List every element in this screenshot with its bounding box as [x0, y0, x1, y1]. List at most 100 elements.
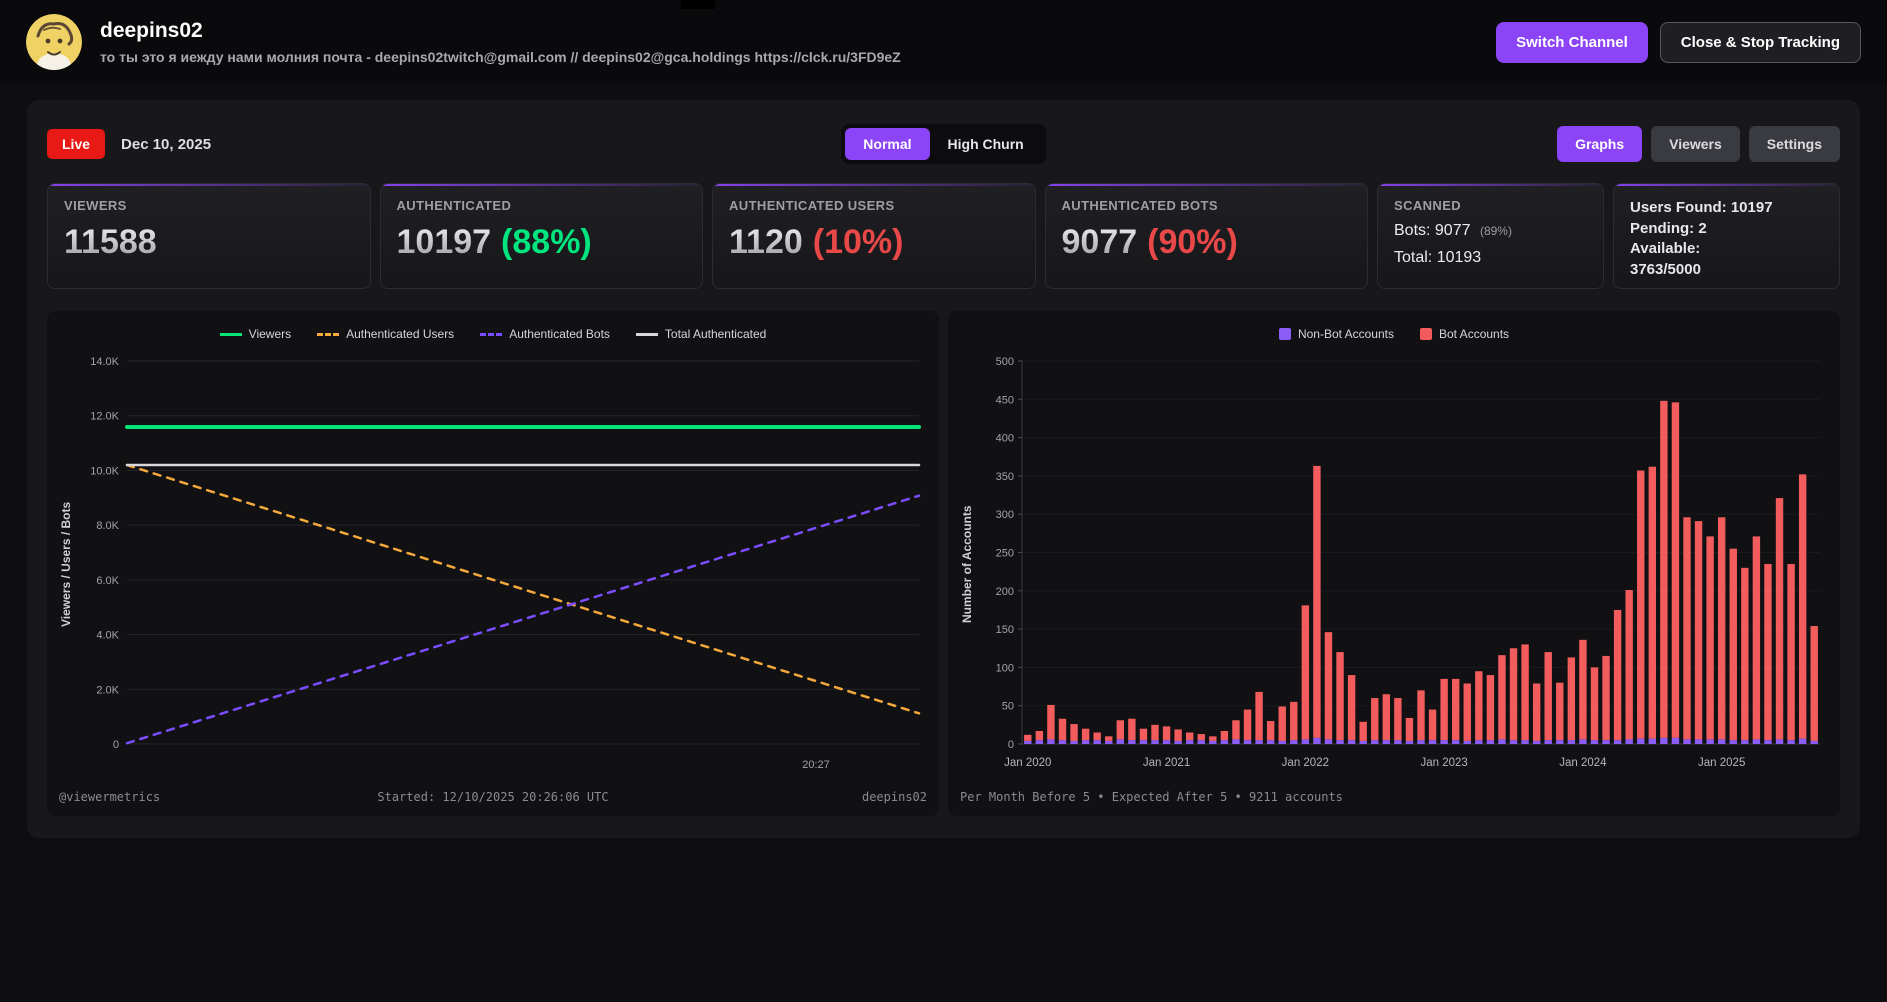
non-bot-accounts-bar — [1093, 740, 1101, 744]
tab-graphs[interactable]: Graphs — [1557, 126, 1643, 162]
non-bot-accounts-bar — [1232, 739, 1240, 744]
current-date: Dec 10, 2025 — [121, 135, 212, 153]
non-bot-accounts-bar — [1139, 740, 1148, 744]
bot-accounts-bar — [1035, 730, 1044, 741]
bot-accounts-bar — [1521, 644, 1529, 741]
bot-accounts-bar — [1671, 402, 1680, 738]
viewer-trend-chart-panel: Viewers Authenticated Users Authenticated … — [47, 311, 939, 816]
non-bot-accounts-bar — [1313, 737, 1321, 744]
tab-settings[interactable]: Settings — [1748, 126, 1841, 162]
bot-accounts-bar — [1243, 709, 1252, 741]
bot-accounts-bar — [1347, 675, 1356, 741]
switch-channel-button[interactable]: Switch Channel — [1496, 21, 1648, 63]
bot-accounts-bar — [1313, 465, 1321, 738]
accounts-footnote: Per Month Before 5 • Expected After 5 • … — [960, 790, 1343, 804]
bot-accounts-bar — [1532, 683, 1541, 741]
channel-name: deepins02 — [100, 19, 203, 42]
non-bot-accounts-bar — [1741, 740, 1749, 744]
legend-label: Authenticated Users — [346, 327, 455, 341]
x-tick-label: 20:27 — [802, 759, 830, 771]
bot-accounts-bar — [1729, 548, 1737, 741]
bot-accounts-bar — [1440, 678, 1448, 741]
stat-card-authenticated-users: AUTHENTICATED USERS 1120 (10%) — [712, 183, 1036, 289]
x-tick-label: Jan 2023 — [1420, 757, 1467, 769]
bot-accounts-bar — [1498, 655, 1506, 740]
stat-label: AUTHENTICATED — [396, 198, 512, 213]
legend-label: Total Authenticated — [664, 327, 767, 341]
mode-normal-button[interactable]: Normal — [845, 128, 930, 160]
legend-item-bot-accounts: Bot Accounts — [1420, 327, 1509, 341]
bot-accounts-bar — [1290, 701, 1298, 741]
y-tick-label: 50 — [1002, 701, 1014, 713]
non-bot-accounts-bar — [1185, 740, 1194, 744]
bot-accounts-bar — [1475, 671, 1483, 741]
viewers-count: 11588 — [64, 223, 157, 261]
bot-accounts-bar — [1486, 675, 1495, 741]
viewer-trend-plot: 0 2.0K 4.0K 6.0K 8.0K 10.0K 12.0K 14.0K 20:27 — [77, 349, 927, 780]
non-bot-accounts-bar — [1197, 740, 1205, 744]
bot-accounts-bar — [1301, 605, 1310, 740]
non-bot-accounts-bar — [1440, 740, 1448, 744]
series-line-authenticated-bots — [125, 494, 921, 745]
y-tick-label: 12.0K — [90, 411, 119, 423]
bot-accounts-bar — [1660, 400, 1668, 738]
y-tick-label: 6.0K — [96, 575, 119, 587]
stat-value: 1120 (10%) — [729, 223, 1019, 262]
stat-value: 9077 (90%) — [1062, 223, 1352, 262]
bot-accounts-bar — [1810, 626, 1818, 741]
accounts-plot: 0 50 100 150 200 250 300 350 400 450 500 Jan 2020 Ja… — [978, 349, 1828, 780]
non-bot-accounts-bar — [1509, 740, 1518, 744]
non-bot-accounts-bar — [1532, 740, 1541, 744]
bot-accounts-bar — [1278, 706, 1286, 741]
stat-label: AUTHENTICATED BOTS — [1061, 198, 1218, 213]
non-bot-accounts-bar — [1024, 740, 1032, 744]
bot-accounts-bar — [1105, 736, 1113, 741]
x-tick-label: Jan 2024 — [1559, 757, 1607, 769]
non-bot-accounts-bar — [1451, 740, 1460, 744]
legend-swatch — [1278, 328, 1291, 340]
non-bot-accounts-bar — [1070, 740, 1078, 744]
non-bot-accounts-bar — [1347, 740, 1356, 744]
mode-high-churn-button[interactable]: High Churn — [930, 128, 1042, 160]
bot-accounts-bar — [1567, 657, 1576, 741]
non-bot-accounts-bar — [1371, 740, 1379, 744]
bot-accounts-bar — [1116, 720, 1125, 740]
non-bot-accounts-bar — [1567, 740, 1576, 744]
bot-accounts-bar — [1162, 726, 1171, 741]
tab-viewers[interactable]: Viewers — [1651, 126, 1740, 162]
scanned-bots-line: Bots: 9077 (89%) — [1394, 222, 1587, 240]
non-bot-accounts-bar — [1278, 740, 1286, 744]
bot-accounts-bar — [1324, 632, 1333, 740]
bot-accounts-bar — [1451, 678, 1460, 741]
non-bot-accounts-bar — [1671, 737, 1680, 744]
non-bot-accounts-bar — [1544, 740, 1552, 744]
stats-row: VIEWERS 11588 AUTHENTICATED 10197 (88%) … — [47, 183, 1840, 289]
viewer-trend-y-axis-label: Viewers / Users / Bots — [59, 501, 73, 628]
bot-accounts-bar — [1359, 721, 1367, 741]
y-tick-label: 150 — [996, 624, 1014, 636]
x-tick-label: Jan 2022 — [1282, 757, 1329, 769]
non-bot-accounts-bar — [1787, 740, 1795, 744]
available-label-line: Available: — [1630, 240, 1701, 258]
bot-accounts-bar — [1509, 648, 1518, 741]
bot-accounts-bar — [1047, 704, 1055, 740]
bot-accounts-bar — [1232, 720, 1240, 740]
bot-accounts-bar — [1706, 536, 1714, 740]
close-stop-tracking-button[interactable]: Close & Stop Tracking — [1659, 21, 1861, 63]
scanned-total-line: Total: 10193 — [1394, 249, 1482, 266]
authenticated-bots-percent: (90%) — [1147, 223, 1238, 261]
stat-card-summary: Users Found: 10197 Pending: 2 Available:… — [1613, 183, 1840, 289]
accounts-legend: Non-Bot Accounts Bot Accounts — [960, 323, 1828, 345]
accounts-y-axis-label: Number of Accounts — [960, 505, 974, 624]
bot-accounts-bar — [1764, 563, 1772, 741]
accounts-chart-body: Number of Accounts 0 50 100 150 200 250 300 350… — [960, 349, 1828, 780]
scanned-bots-value: Bots: 9077 — [1394, 222, 1471, 239]
non-bot-accounts-bar — [1324, 739, 1333, 744]
non-bot-accounts-bar — [1105, 740, 1113, 744]
dashboard-card: Live Dec 10, 2025 Normal High Churn Grap… — [27, 100, 1860, 838]
legend-label: Authenticated Bots — [509, 327, 610, 341]
non-bot-accounts-bar — [1775, 739, 1784, 744]
authenticated-count: 10197 — [396, 223, 492, 261]
legend-item-authenticated-users: Authenticated Users — [317, 327, 454, 341]
bot-accounts-bar — [1024, 734, 1032, 741]
